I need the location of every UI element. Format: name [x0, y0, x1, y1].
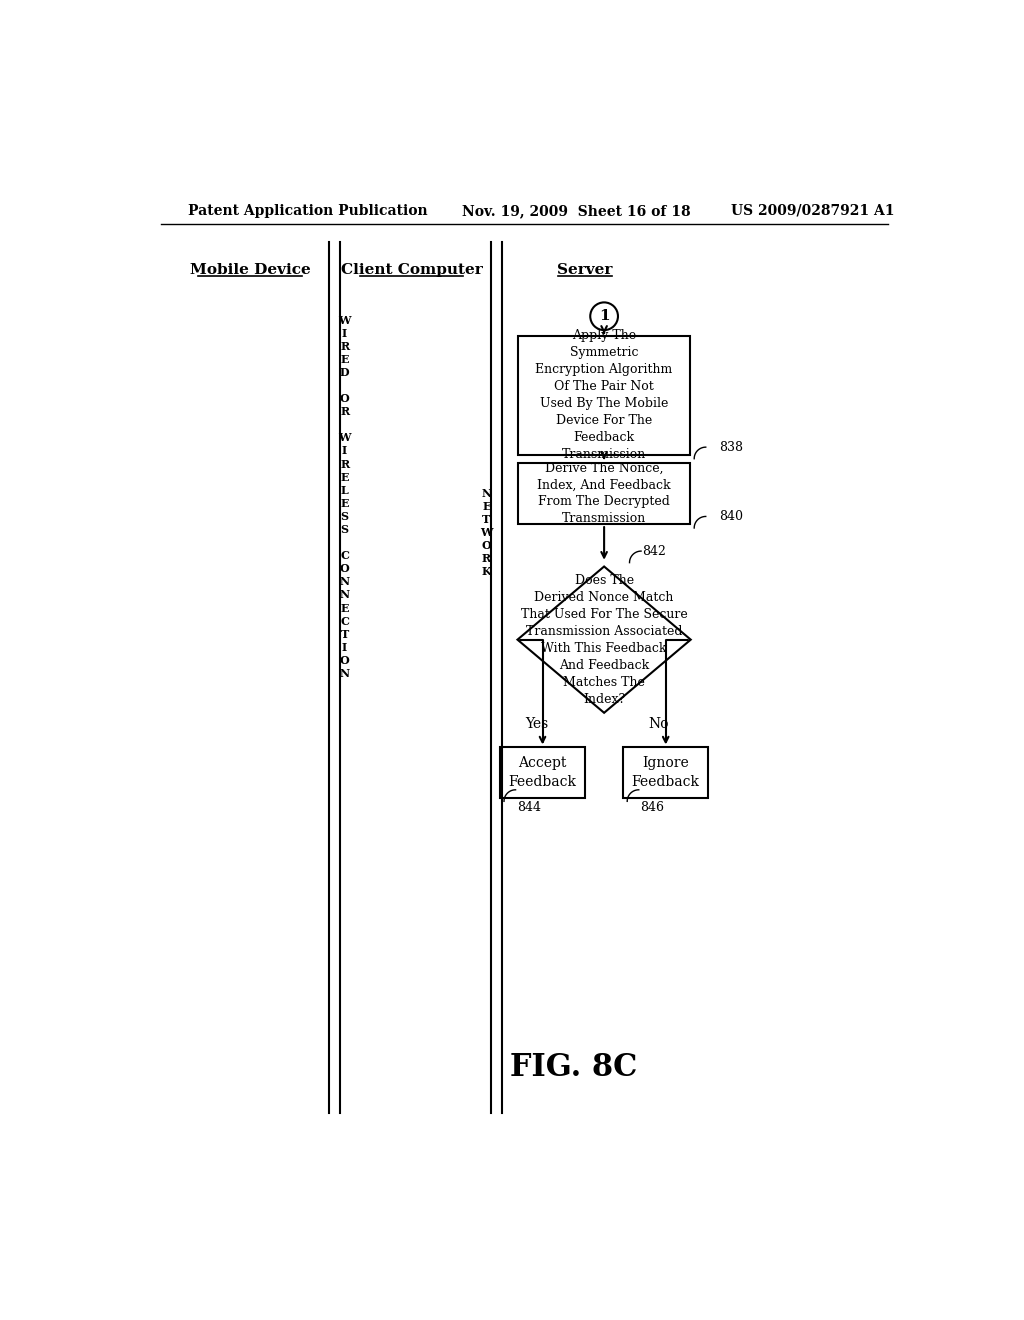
Text: C: C [340, 550, 349, 561]
Text: Nov. 19, 2009  Sheet 16 of 18: Nov. 19, 2009 Sheet 16 of 18 [462, 203, 690, 218]
Text: E: E [482, 502, 490, 512]
Text: S: S [341, 524, 348, 535]
Text: I: I [342, 327, 347, 339]
Text: W: W [338, 314, 351, 326]
Text: E: E [340, 471, 349, 483]
Text: O: O [340, 564, 349, 574]
Text: N: N [340, 668, 349, 678]
Text: 844: 844 [517, 801, 541, 814]
FancyBboxPatch shape [500, 747, 585, 797]
Text: E: E [340, 498, 349, 510]
Text: FIG. 8C: FIG. 8C [510, 1052, 637, 1082]
Text: US 2009/0287921 A1: US 2009/0287921 A1 [731, 203, 895, 218]
Text: T: T [341, 628, 349, 640]
Text: R: R [340, 407, 349, 417]
Text: 840: 840 [720, 510, 743, 523]
FancyBboxPatch shape [624, 747, 708, 797]
Text: N: N [340, 590, 349, 601]
Text: D: D [340, 367, 349, 378]
Text: Accept
Feedback: Accept Feedback [509, 756, 577, 788]
Text: Does The
Derived Nonce Match
That Used For The Secure
Transmission Associated
Wi: Does The Derived Nonce Match That Used F… [521, 574, 687, 706]
Text: W: W [480, 527, 493, 539]
Text: W: W [338, 433, 351, 444]
Text: 846: 846 [640, 801, 665, 814]
Text: 1: 1 [599, 309, 609, 323]
Text: Derive The Nonce,
Index, And Feedback
From The Decrypted
Transmission: Derive The Nonce, Index, And Feedback Fr… [538, 462, 671, 525]
Text: 838: 838 [720, 441, 743, 454]
Text: C: C [340, 615, 349, 627]
Text: K: K [481, 566, 492, 577]
FancyBboxPatch shape [518, 462, 690, 524]
Text: T: T [482, 513, 490, 525]
Text: S: S [341, 511, 348, 521]
Text: N: N [481, 488, 492, 499]
Text: Server: Server [557, 263, 612, 277]
Text: L: L [341, 484, 348, 496]
Text: N: N [340, 577, 349, 587]
Text: 842: 842 [643, 545, 667, 557]
Text: Ignore
Feedback: Ignore Feedback [632, 756, 699, 788]
Text: Mobile Device: Mobile Device [189, 263, 310, 277]
Text: R: R [481, 553, 490, 565]
Text: Client Computer: Client Computer [341, 263, 482, 277]
Text: O: O [481, 540, 492, 552]
Text: No: No [648, 717, 669, 731]
Text: Patent Application Publication: Patent Application Publication [188, 203, 428, 218]
Text: R: R [340, 341, 349, 352]
Text: O: O [340, 655, 349, 667]
Text: Yes: Yes [525, 717, 549, 731]
Text: O: O [340, 393, 349, 404]
Text: I: I [342, 446, 347, 457]
FancyBboxPatch shape [518, 335, 690, 455]
Text: I: I [342, 642, 347, 653]
Text: Apply The
Symmetric
Encryption Algorithm
Of The Pair Not
Used By The Mobile
Devi: Apply The Symmetric Encryption Algorithm… [536, 329, 673, 461]
Text: E: E [340, 354, 349, 364]
Text: E: E [340, 603, 349, 614]
Text: R: R [340, 458, 349, 470]
